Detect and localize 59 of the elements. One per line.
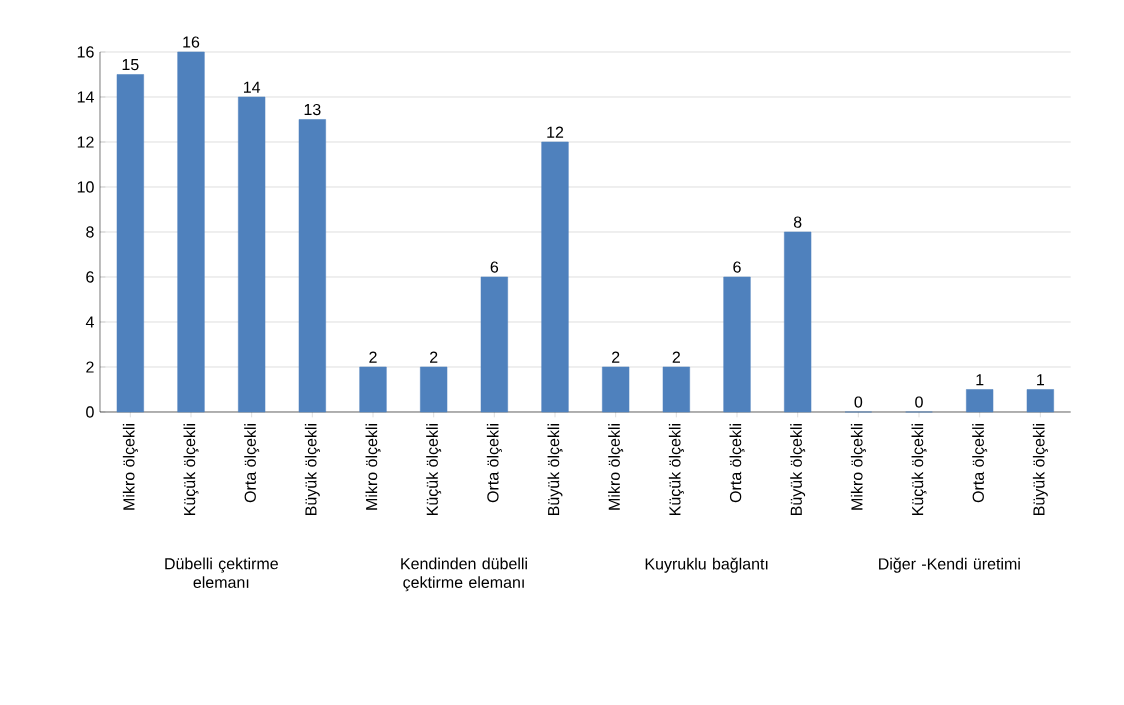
x-tick-label: Küçük ölçekli (426, 423, 442, 515)
text: Dübelli çektirme elemanı (165, 557, 278, 588)
bar (298, 119, 326, 413)
data-label: 12 (547, 126, 564, 138)
x-tick-label: Küçük ölçekli (668, 423, 684, 515)
y-tick-label: 6 (86, 271, 94, 283)
data-label: 6 (490, 261, 499, 273)
x-tick-label: Mikro ölçekli (850, 423, 866, 510)
x-tick-label: Küçük ölçekli (911, 423, 927, 515)
bar (1026, 389, 1054, 413)
bar (541, 141, 569, 413)
data-label: 16 (183, 36, 200, 48)
bar (238, 96, 266, 413)
x-tick-label: Orta ölçekli (972, 423, 988, 503)
x-tick-label: Büyük ölçekli (1032, 423, 1048, 515)
y-tick-label: 0 (86, 406, 94, 418)
x-tick-label: Büyük ölçekli (790, 423, 806, 515)
x-tick-label: Büyük ölçekli (304, 423, 320, 515)
x-tick-label: Büyük ölçekli (547, 423, 563, 515)
y-tick-label: 12 (77, 136, 94, 148)
data-label: 6 (733, 261, 741, 273)
bar (480, 276, 508, 413)
bar (784, 231, 812, 413)
text: Kendinden dübelli çektirme elemanı (401, 557, 527, 592)
y-tick-label: 8 (86, 226, 94, 238)
bar (662, 366, 690, 413)
bar (723, 276, 751, 413)
y-tick-label: 4 (85, 316, 94, 328)
x-tick-label: Küçük ölçekli (183, 423, 199, 515)
data-label: 15 (122, 58, 139, 71)
bar (420, 366, 448, 413)
bar (177, 51, 205, 413)
x-tick-label: Orta ölçekli (486, 423, 502, 503)
data-label: 8 (793, 216, 802, 228)
y-tick-label: 2 (86, 361, 94, 373)
data-label: 13 (304, 103, 321, 116)
text: Kuyruklu bağlantı (645, 557, 768, 573)
bar (359, 366, 387, 413)
bar (602, 366, 630, 413)
data-label: 2 (369, 351, 377, 363)
data-label: 2 (430, 351, 438, 363)
data-label: 2 (672, 351, 680, 363)
x-tick-label: Mikro ölçekli (608, 423, 624, 510)
x-tick-label: Mikro ölçekli (122, 423, 138, 510)
y-tick-label: 10 (77, 181, 94, 193)
data-label: 14 (243, 81, 261, 93)
bar (966, 389, 994, 413)
x-tick-label: Orta ölçekli (729, 423, 745, 503)
y-tick-label: 16 (77, 46, 94, 58)
y-tick-label: 14 (77, 91, 94, 103)
x-tick-label: Orta ölçekli (244, 423, 260, 503)
data-label: 0 (854, 396, 863, 408)
data-label: 1 (1037, 374, 1045, 386)
text: Diğer -Kendi üretimi (879, 557, 1020, 573)
data-label: 2 (612, 351, 620, 363)
data-label: 0 (915, 396, 923, 408)
x-tick-label: Mikro ölçekli (365, 423, 381, 510)
bar (116, 74, 144, 413)
data-label: 1 (976, 374, 984, 386)
